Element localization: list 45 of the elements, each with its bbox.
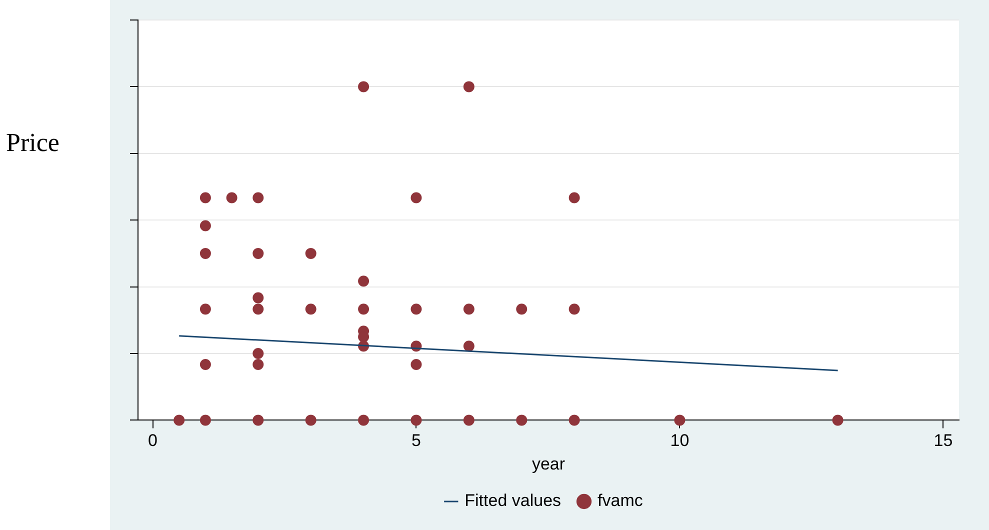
point xyxy=(410,414,422,426)
point xyxy=(252,414,264,426)
point xyxy=(358,81,370,92)
y-axis-title: Price xyxy=(6,128,60,158)
point xyxy=(174,414,185,426)
x-axis-title: year xyxy=(532,454,566,474)
point xyxy=(410,304,422,315)
point xyxy=(305,304,316,315)
point xyxy=(305,414,316,426)
legend-label: fvamc xyxy=(598,491,644,510)
point xyxy=(463,304,474,315)
point xyxy=(200,220,211,232)
point xyxy=(252,359,264,370)
point xyxy=(358,304,370,315)
point xyxy=(516,414,528,426)
point xyxy=(252,348,264,359)
point xyxy=(674,414,686,426)
x-tick-label: 0 xyxy=(148,431,158,450)
x-tick-label: 10 xyxy=(670,431,690,450)
point xyxy=(463,340,474,352)
point xyxy=(463,81,474,92)
x-tick-label: 5 xyxy=(412,431,421,450)
point xyxy=(410,359,422,370)
point xyxy=(200,359,211,370)
point xyxy=(252,192,264,204)
legend-label: Fitted values xyxy=(464,491,562,510)
x-tick-label: 15 xyxy=(934,431,953,450)
point xyxy=(252,248,264,259)
point xyxy=(200,414,211,426)
point xyxy=(568,304,580,315)
point xyxy=(516,304,528,315)
point xyxy=(305,248,316,259)
point xyxy=(358,276,370,287)
point xyxy=(568,414,580,426)
point xyxy=(200,248,211,259)
point xyxy=(463,414,474,426)
point xyxy=(568,192,580,204)
point xyxy=(200,304,211,315)
point xyxy=(252,292,264,304)
point xyxy=(410,192,422,204)
point xyxy=(252,304,264,315)
point xyxy=(200,192,211,204)
point xyxy=(358,414,370,426)
point xyxy=(226,192,238,204)
point xyxy=(832,414,844,426)
